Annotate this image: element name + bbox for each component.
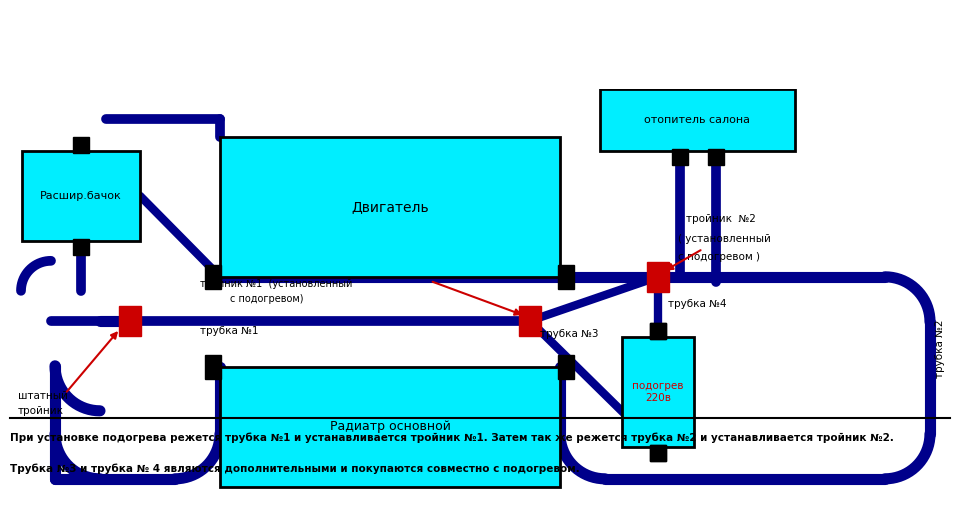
Bar bbox=[600, 89, 795, 151]
Text: с подогревом ): с подогревом ) bbox=[678, 252, 760, 262]
Bar bbox=[220, 137, 560, 277]
Text: отопитель салона: отопитель салона bbox=[644, 115, 751, 125]
Text: Трубка №3 и трубка № 4 являются дополнительными и покупаются совместно с подогре: Трубка №3 и трубка № 4 являются дополнит… bbox=[10, 463, 579, 474]
Text: трубка №3: трубка №3 bbox=[540, 329, 598, 339]
Text: ( установленный: ( установленный bbox=[678, 234, 771, 244]
Bar bbox=[708, 149, 724, 165]
Bar bbox=[73, 137, 89, 153]
Bar bbox=[22, 151, 140, 241]
Text: При установке подогрева режется трубка №1 и устанавливается тройник №1. Затем та: При установке подогрева режется трубка №… bbox=[10, 432, 894, 443]
Bar bbox=[519, 306, 541, 336]
Text: трубка №1: трубка №1 bbox=[200, 326, 258, 336]
Text: трубка №4: трубка №4 bbox=[668, 299, 727, 309]
Text: Расшир.бачок: Расшир.бачок bbox=[40, 191, 122, 201]
Text: Двигатель: Двигатель bbox=[351, 200, 429, 214]
Bar bbox=[622, 337, 694, 447]
Bar bbox=[650, 445, 666, 461]
Bar bbox=[650, 445, 666, 461]
Bar bbox=[205, 355, 221, 379]
Bar bbox=[119, 306, 141, 336]
Bar bbox=[205, 265, 221, 289]
Bar bbox=[650, 323, 666, 339]
Text: с подогревом): с подогревом) bbox=[230, 294, 303, 304]
Text: штатный: штатный bbox=[18, 391, 68, 401]
Bar bbox=[647, 262, 669, 292]
Bar bbox=[558, 265, 574, 289]
Text: тройник №1  (установленный: тройник №1 (установленный bbox=[200, 279, 352, 289]
Bar bbox=[650, 323, 666, 339]
Text: подогрев
220в: подогрев 220в bbox=[633, 381, 684, 403]
Bar bbox=[671, 149, 687, 165]
Bar bbox=[220, 367, 560, 487]
Text: трубка №2: трубка №2 bbox=[935, 320, 945, 378]
Text: тройник: тройник bbox=[18, 406, 64, 416]
Text: Радиатр основной: Радиатр основной bbox=[329, 420, 450, 433]
Text: тройник  №2: тройник №2 bbox=[686, 214, 756, 224]
Bar bbox=[558, 355, 574, 379]
Bar bbox=[73, 239, 89, 255]
